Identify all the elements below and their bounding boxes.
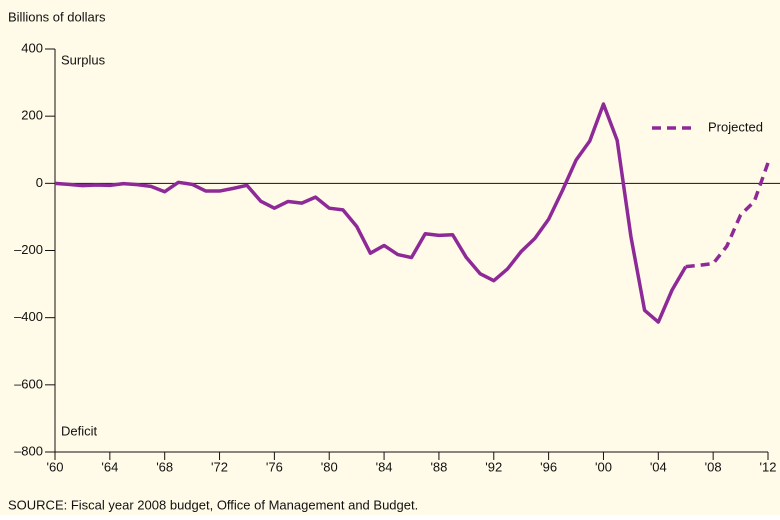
x-tick-label: '04	[650, 459, 667, 474]
x-tick-label: '00	[595, 459, 612, 474]
y-tick-label: –400	[14, 309, 43, 324]
annotation: Deficit	[61, 423, 98, 438]
x-tick-label: '76	[266, 459, 283, 474]
y-tick-label: –800	[14, 443, 43, 458]
data-line	[54, 102, 688, 324]
y-tick-label: 200	[21, 108, 43, 123]
x-tick-label: '12	[760, 459, 777, 474]
legend-label: Projected	[708, 119, 763, 134]
axis-title: Billions of dollars	[8, 9, 106, 24]
x-tick-label: '84	[376, 459, 393, 474]
x-tick-label: '96	[540, 459, 557, 474]
y-tick-label: 400	[21, 40, 43, 55]
y-tick-label: –200	[14, 242, 43, 257]
x-tick-label: '08	[705, 459, 722, 474]
data-line	[685, 162, 770, 269]
x-tick-label: '88	[430, 459, 447, 474]
y-tick-label: –600	[14, 376, 43, 391]
x-tick-label: '72	[211, 459, 228, 474]
x-tick-label: '68	[156, 459, 173, 474]
x-tick-label: '64	[101, 459, 118, 474]
source: SOURCE: Fiscal year 2008 budget, Office …	[8, 497, 418, 512]
x-tick-label: '60	[47, 459, 64, 474]
x-tick-label: '92	[485, 459, 502, 474]
annotation: Surplus	[61, 52, 106, 67]
y-tick-label: 0	[36, 175, 43, 190]
x-tick-label: '80	[321, 459, 338, 474]
